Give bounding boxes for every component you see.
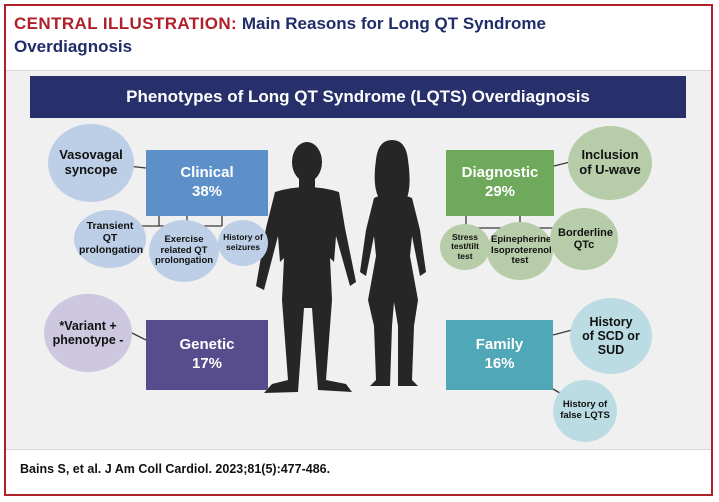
reason-exercise-related-qt-prolongation: Exercise related QT prolongation [149, 220, 219, 282]
category-name: Clinical [180, 164, 234, 182]
reason-label: Stress test/tilt test [451, 231, 479, 261]
connector-genetic-variant [129, 331, 147, 341]
banner-title: Phenotypes of Long QT Syndrome (LQTS) Ov… [30, 76, 686, 118]
reason-label: History of seizures [223, 232, 263, 252]
reason-history-of-scd-or-sud: History of SCD or SUD [570, 298, 652, 374]
figure-frame [4, 4, 713, 496]
reason-label: Borderline QTc [558, 226, 614, 251]
connector-diagnostic-uwave [553, 161, 571, 167]
reason-transient-qt-prolongation: Transient QT prolongation [74, 210, 146, 268]
category-percent: 17% [191, 355, 223, 372]
figure-header: CENTRAL ILLUSTRATION: Main Reasons for L… [14, 12, 654, 58]
reason-history-of-false-lqts: History of false LQTS [553, 380, 617, 442]
reason-label: Exercise related QT prolongation [155, 234, 214, 267]
reason-variant-positive-phenotype-negative: *Variant + phenotype - [44, 294, 132, 372]
category-percent: 16% [484, 355, 515, 372]
reason-label: Vasovagal syncope [59, 147, 123, 177]
reason-borderline-qtc: Borderline QTc [550, 208, 618, 270]
header-label: CENTRAL ILLUSTRATION: [14, 14, 238, 33]
category-name: Family [475, 336, 524, 354]
female-silhouette [360, 140, 426, 386]
reason-epinephrine-isoproterenol-test: Epinepherine/ Isoproterenol test [487, 222, 554, 280]
reason-stress-tilt-test: Stress test/tilt test [440, 224, 490, 270]
reason-inclusion-of-u-wave: Inclusion of U-wave [568, 126, 652, 200]
reason-vasovagal-syncope: Vasovagal syncope [48, 124, 134, 202]
reason-label: *Variant + phenotype - [52, 319, 124, 347]
reason-label: History of false LQTS [560, 399, 610, 421]
male-silhouette [256, 142, 356, 393]
connector-family-scd [552, 329, 573, 336]
category-name: Diagnostic [461, 164, 539, 182]
reason-history-of-seizures: History of seizures [218, 220, 268, 266]
citation: Bains S, et al. J Am Coll Cardiol. 2023;… [20, 462, 331, 476]
category-diagnostic: Diagnostic 29% [446, 150, 554, 216]
category-genetic: Genetic 17% [146, 320, 268, 390]
category-percent: 29% [484, 183, 516, 200]
reason-label: History of SCD or SUD [582, 315, 640, 357]
category-family: Family 16% [446, 320, 553, 390]
category-name: Genetic [179, 336, 235, 354]
category-percent: 38% [191, 183, 223, 200]
reason-label: Transient QT prolongation [79, 220, 144, 256]
header-title: Main Reasons for Long QT Syndrome Overdi… [14, 14, 546, 56]
reason-label: Inclusion of U-wave [579, 147, 641, 177]
reason-label: Epinepherine/ Isoproterenol test [491, 234, 554, 267]
category-clinical: Clinical 38% [146, 150, 268, 216]
